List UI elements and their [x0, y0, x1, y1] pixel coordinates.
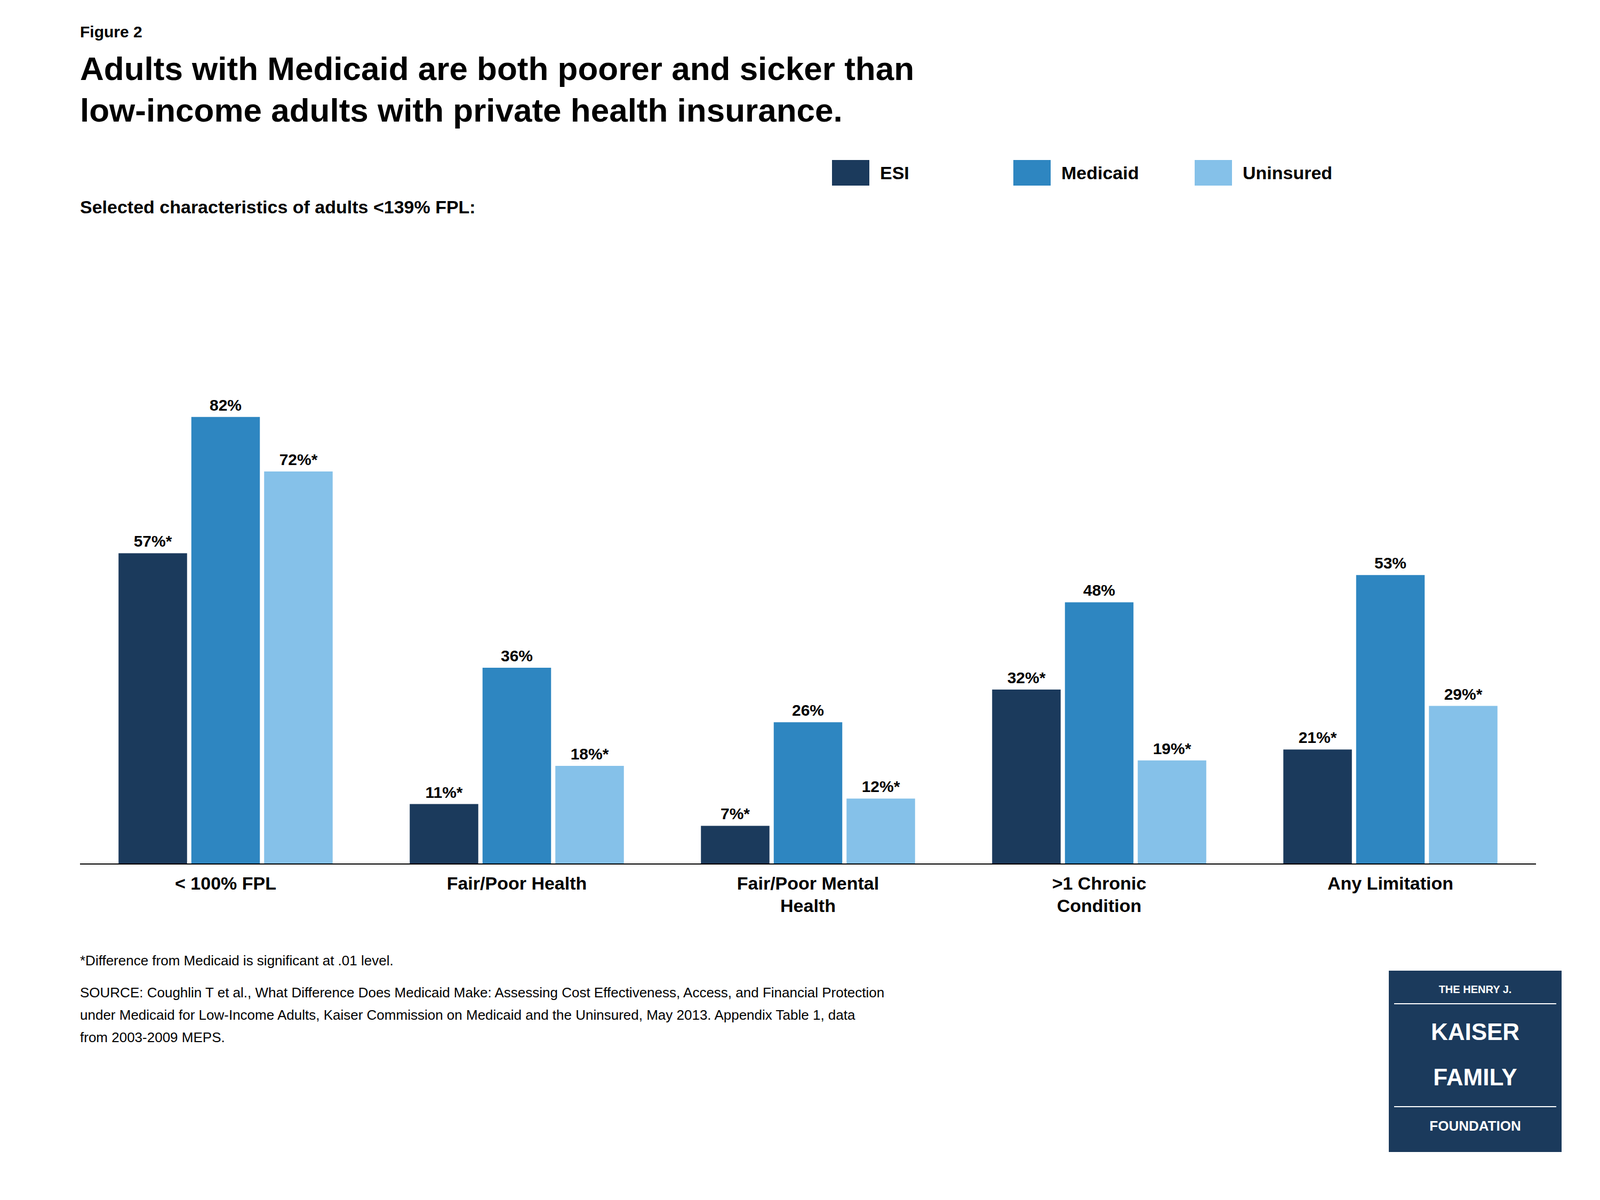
- subtitle: Selected characteristics of adults <139%…: [80, 196, 476, 218]
- bar: [409, 804, 479, 864]
- data-label: 12%*: [861, 777, 901, 796]
- bar: [264, 471, 333, 864]
- data-label: 48%: [1083, 581, 1116, 599]
- legend-label: Uninsured: [1242, 162, 1333, 183]
- logo-text: THE HENRY J.: [1438, 983, 1512, 996]
- bar: [482, 667, 552, 864]
- bar: [555, 765, 624, 864]
- bar: [191, 417, 261, 864]
- chart: Figure 2 Adults with Medicaid are both po…: [0, 0, 1600, 1200]
- data-label: 32%*: [1007, 668, 1046, 687]
- bar: [700, 825, 770, 864]
- bar: [773, 722, 843, 864]
- x-axis-line: [80, 863, 1536, 865]
- data-label: 57%*: [133, 532, 173, 550]
- logo: THE HENRY J. KAISER FAMILY FOUNDATION: [1388, 970, 1562, 1152]
- x-tick-label: >1 ChronicCondition: [1052, 873, 1147, 916]
- legend-label: ESI: [880, 162, 910, 183]
- x-tick-label-line: Health: [780, 895, 836, 916]
- x-tick-label-line: < 100% FPL: [174, 873, 277, 894]
- legend: ESI Medicaid Uninsured: [832, 160, 1333, 186]
- title-line: Adults with Medicaid are both poorer and…: [80, 50, 915, 87]
- x-tick-label: Fair/Poor MentalHealth: [737, 873, 879, 916]
- data-label: 26%: [792, 701, 824, 719]
- logo-box: [1388, 970, 1562, 1152]
- logo-divider: [1394, 1003, 1557, 1005]
- logo-text: FOUNDATION: [1429, 1117, 1521, 1134]
- figure-label: Figure 2: [80, 22, 143, 41]
- bar: [1283, 749, 1352, 864]
- data-label: 7%*: [720, 804, 750, 823]
- source-note: under Medicaid for Low-Income Adults, Ka…: [80, 1006, 856, 1023]
- data-label: 21%*: [1298, 728, 1338, 747]
- bars: [118, 417, 1498, 864]
- x-tick-label-line: Fair/Poor Health: [446, 873, 588, 894]
- bar: [1065, 602, 1134, 864]
- data-label: 82%: [209, 396, 242, 414]
- x-tick-labels: < 100% FPL Fair/Poor Health Fair/Poor Ment…: [174, 873, 1454, 916]
- legend-swatch: [1013, 160, 1051, 186]
- bar: [118, 553, 188, 864]
- data-label: 19%*: [1153, 739, 1192, 758]
- legend-label: Medicaid: [1061, 162, 1139, 183]
- logo-text: FAMILY: [1433, 1064, 1517, 1091]
- data-labels: 57%* 11%* 7%* 32%* 21%* 82% 36% 26% 48% 53% 72%* 18…: [133, 396, 1483, 823]
- source-note: SOURCE: Coughlin T et al., What Differen…: [80, 984, 885, 1001]
- data-label: 29%*: [1444, 685, 1483, 703]
- data-label: 72%*: [279, 450, 318, 469]
- background: [0, 0, 1600, 1200]
- bar: [846, 798, 916, 864]
- legend-swatch: [1194, 160, 1232, 186]
- title-line: low-income adults with private health in…: [80, 91, 843, 129]
- x-tick-label: < 100% FPL: [174, 873, 277, 894]
- data-label: 11%*: [425, 783, 463, 802]
- x-tick-label-line: >1 Chronic: [1052, 873, 1147, 894]
- data-label: 36%: [500, 646, 533, 665]
- legend-swatch: [832, 160, 870, 186]
- bar: [1428, 706, 1498, 864]
- footnote: *Difference from Medicaid is significant…: [80, 952, 394, 969]
- x-tick-label-line: Condition: [1057, 895, 1142, 916]
- title: Adults with Medicaid are both poorer and…: [80, 50, 915, 129]
- bar: [992, 689, 1061, 864]
- source-note: from 2003-2009 MEPS.: [80, 1029, 226, 1046]
- bar: [1356, 574, 1426, 864]
- x-tick-label: Fair/Poor Health: [446, 873, 588, 894]
- logo-text: KAISER: [1430, 1018, 1520, 1045]
- data-label: 18%*: [570, 745, 610, 763]
- x-tick-label: Any Limitation: [1327, 873, 1454, 894]
- bar: [1137, 760, 1207, 864]
- data-label: 53%: [1374, 554, 1407, 572]
- x-tick-label-line: Fair/Poor Mental: [737, 873, 879, 894]
- x-tick-label-line: Any Limitation: [1327, 873, 1454, 894]
- logo-divider: [1394, 1106, 1557, 1108]
